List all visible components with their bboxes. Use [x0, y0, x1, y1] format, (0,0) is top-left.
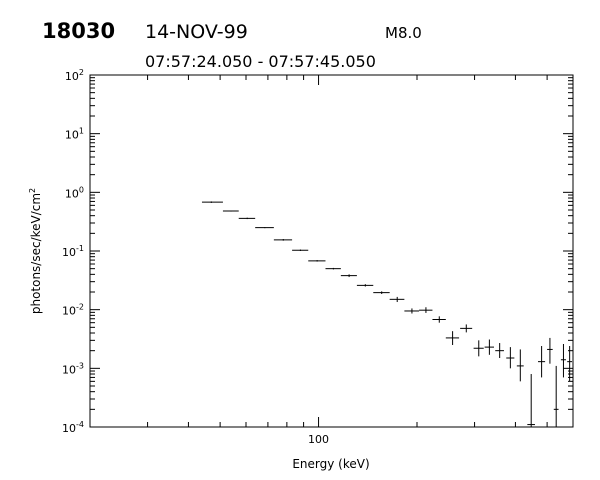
data-point: [308, 260, 326, 262]
y-tick-label-1e-2: 10-2: [62, 303, 84, 318]
data-point: [419, 307, 433, 313]
data-point: [404, 308, 420, 314]
y-tick-label-1e-1: 10-1: [62, 244, 84, 259]
data-point: [538, 346, 546, 378]
data-point: [340, 274, 357, 278]
data-point: [547, 337, 553, 364]
data-point: [484, 339, 495, 355]
x-axis-label: Energy (keV): [292, 457, 369, 471]
x-tick-label-100: 100: [308, 433, 329, 446]
data-point: [255, 227, 274, 229]
data-point: [356, 284, 374, 287]
y-tick-label-1e-3: 10-3: [62, 361, 84, 376]
data-point: [516, 349, 524, 382]
event-date: 14-NOV-99: [145, 21, 248, 43]
data-point: [445, 331, 460, 345]
y-tick-label-1e1: 101: [65, 127, 84, 142]
event-id: 18030: [42, 19, 115, 43]
data-point: [325, 267, 341, 270]
data-point: [460, 324, 473, 333]
y-tick-label-1e0: 100: [65, 185, 84, 200]
data-point: [273, 239, 293, 241]
data-point: [238, 217, 256, 220]
time-range: 07:57:24.050 - 07:57:45.050: [145, 52, 376, 71]
flare-class: M8.0: [385, 24, 422, 42]
data-point: [432, 316, 446, 323]
data-point: [506, 347, 515, 369]
data-point: [527, 374, 535, 427]
y-axis-label: photons/sec/keV/cm2: [28, 188, 43, 314]
data-point: [201, 201, 223, 203]
data-point: [567, 346, 573, 382]
plot-frame: [89, 74, 574, 428]
data-point: [292, 249, 309, 251]
data-point: [389, 296, 405, 303]
data-series: [201, 201, 573, 427]
y-tick-label-1e-4: 10-4: [62, 420, 84, 435]
data-point: [560, 343, 566, 378]
data-point: [495, 343, 504, 359]
y-tick-label-1e2: 102: [65, 68, 84, 83]
data-point: [553, 365, 559, 427]
data-point: [222, 210, 239, 212]
data-point: [473, 340, 484, 357]
axis-ticks: [89, 74, 574, 428]
data-point: [373, 291, 390, 294]
y-tick-labels: 102 101 100 10-1 10-2 10-3 10-4: [62, 68, 84, 435]
